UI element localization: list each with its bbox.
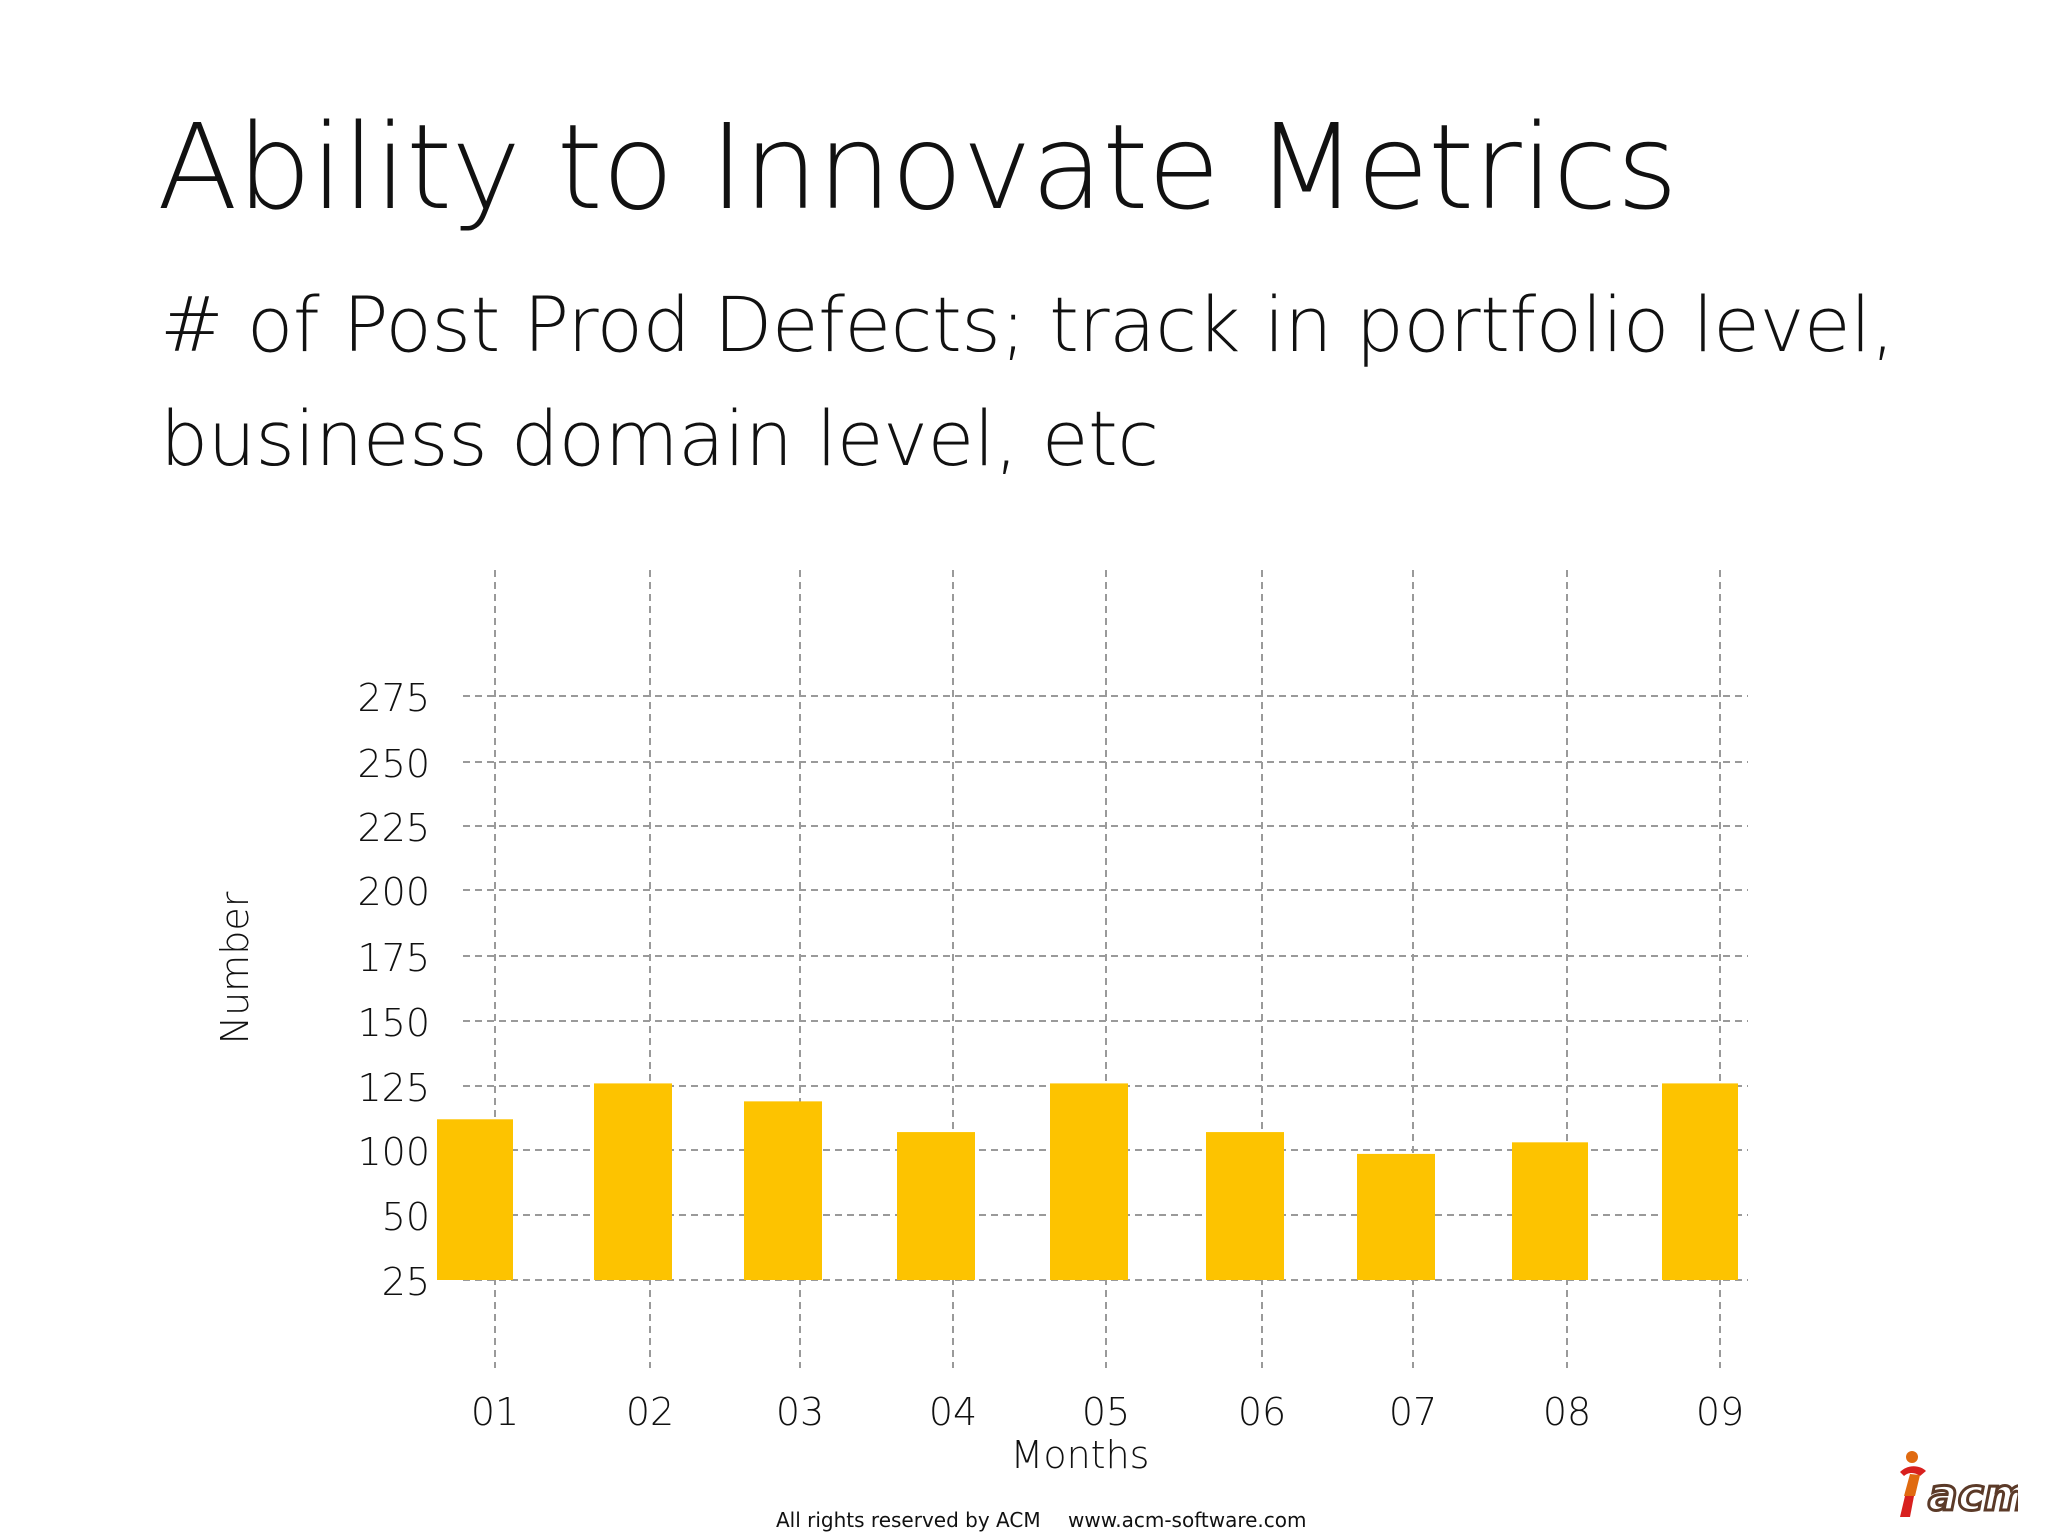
y-tick-label: 225 xyxy=(357,806,430,850)
x-tick-label-04: 04 xyxy=(929,1390,977,1434)
acm-figure-logo-icon: acm xyxy=(1900,1451,2031,1523)
x-tick-label-06: 06 xyxy=(1238,1390,1286,1434)
y-tick-label: 25 xyxy=(382,1260,430,1304)
x-tick-label-08: 08 xyxy=(1543,1390,1591,1434)
bar-03 xyxy=(744,1101,822,1280)
labels-layer: 25 50 100 125 150 175 200 225 250 275 01 02 03 04 05 06… xyxy=(357,676,1744,1434)
subtitle-line-2: business domain level, etc xyxy=(160,394,1159,483)
logo-text: acm xyxy=(1928,1470,2018,1521)
y-tick-label: 200 xyxy=(357,870,430,914)
bar-05 xyxy=(1050,1083,1128,1280)
y-tick-label: 150 xyxy=(357,1001,430,1045)
footer-website[interactable]: www.acm-software.com xyxy=(1068,1508,1307,1532)
y-tick-label: 250 xyxy=(357,742,430,786)
bars-layer xyxy=(437,1083,1738,1280)
slide-title: Ability to Innovate Metrics xyxy=(157,98,1678,236)
bar-04 xyxy=(897,1132,975,1280)
x-tick-label-01: 01 xyxy=(471,1390,519,1434)
bar-01 xyxy=(437,1119,513,1280)
bar-07 xyxy=(1357,1153,1435,1280)
x-tick-label-05: 05 xyxy=(1082,1390,1130,1434)
x-tick-label-03: 03 xyxy=(776,1390,824,1434)
bar-09 xyxy=(1662,1083,1738,1280)
bar-02 xyxy=(594,1083,672,1280)
y-tick-label: 275 xyxy=(357,676,430,720)
y-axis-title: Number xyxy=(213,891,257,1044)
y-tick-label: 100 xyxy=(357,1130,430,1174)
bar-08 xyxy=(1512,1142,1588,1280)
subtitle-line-1: # of Post Prod Defects; track in portfol… xyxy=(160,280,1895,369)
footer-rights: All rights reserved by ACM xyxy=(776,1508,1041,1532)
y-tick-label: 175 xyxy=(357,936,430,980)
slide-subtitle: # of Post Prod Defects; track in portfol… xyxy=(160,268,1920,496)
y-tick-label: 50 xyxy=(382,1195,430,1239)
acm-logo: acm xyxy=(1890,1450,2031,1523)
x-axis-title: Months xyxy=(1011,1433,1150,1477)
x-tick-label-09: 09 xyxy=(1696,1390,1744,1434)
x-tick-label-07: 07 xyxy=(1389,1390,1437,1434)
x-tick-label-02: 02 xyxy=(626,1390,674,1434)
y-tick-label: 125 xyxy=(357,1066,430,1110)
bar-06 xyxy=(1206,1132,1284,1280)
